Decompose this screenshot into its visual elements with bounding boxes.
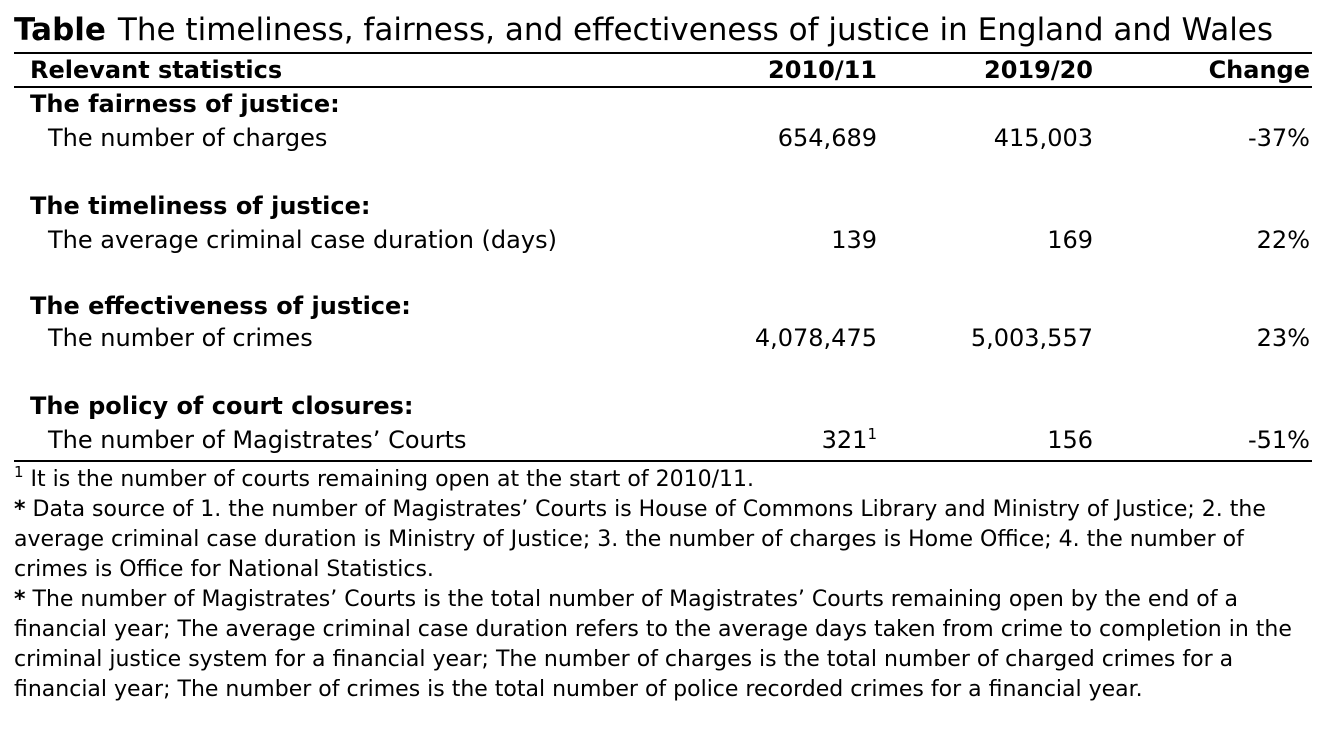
value-2010-11: 654,689 [777,124,877,152]
footnote-1-marker: 1 [14,463,24,481]
value-2019-20: 5,003,557 [970,324,1093,352]
group-heading-row: The timeliness of justice: [0,189,1338,223]
caption-lead: Table [14,12,106,48]
row-label: The average criminal case duration (days… [48,226,557,254]
table-row: The average criminal case duration (days… [0,223,1338,257]
definitions-note: * The number of Magistrates’ Courts is t… [14,585,1324,705]
header-relevant-statistics: Relevant statistics [30,56,283,84]
header-rule [14,86,1312,88]
note-asterisk: * [14,587,26,612]
value-change: 22% [1256,226,1310,254]
row-label: The number of charges [48,124,328,152]
value-change: 23% [1256,324,1310,352]
table-row: The number of charges 654,689 415,003 -3… [0,121,1338,155]
note-asterisk: * [14,497,26,522]
bottom-rule [14,460,1312,462]
group-heading: The effectiveness of justice: [30,292,411,320]
value-2019-20: 415,003 [993,124,1093,152]
footnote-1: 1 It is the number of courts remaining o… [14,465,1324,495]
row-label: The number of Magistrates’ Courts [48,426,467,454]
group-heading: The policy of court closures: [30,392,414,420]
group-heading-row: The fairness of justice: [0,87,1338,121]
group-heading-row: The policy of court closures: [0,389,1338,423]
table-row: The number of Magistrates’ Courts 3211 1… [0,423,1338,457]
footnote-marker: 1 [867,425,877,443]
value-change: -51% [1247,426,1310,454]
value-change: -37% [1247,124,1310,152]
header-change: Change [1208,56,1310,84]
definitions-text: The number of Magistrates’ Courts is the… [14,587,1292,702]
value-2010-11: 139 [831,226,877,254]
value-2010-11: 4,078,475 [754,324,877,352]
group-heading: The timeliness of justice: [30,192,371,220]
data-source-text: Data source of 1. the number of Magistra… [14,497,1266,582]
table-row: The number of crimes 4,078,475 5,003,557… [0,321,1338,355]
top-rule [14,52,1312,54]
footnote-1-text: It is the number of courts remaining ope… [30,467,754,492]
group-heading-row: The effectiveness of justice: [0,289,1338,323]
header-row: Relevant statistics 2010/11 2019/20 Chan… [0,53,1338,87]
value-text: 321 [821,426,868,454]
group-heading: The fairness of justice: [30,90,340,118]
table-caption: Table The timeliness, fairness, and effec… [14,10,1314,50]
caption-title: The timeliness, fairness, and effectiven… [117,12,1274,48]
data-source-note: * Data source of 1. the number of Magist… [14,495,1324,585]
header-2010-11: 2010/11 [768,56,877,84]
value-2019-20: 156 [1047,426,1093,454]
value-2010-11: 3211 [822,423,877,457]
row-label: The number of crimes [48,324,313,352]
header-2019-20: 2019/20 [984,56,1093,84]
table-notes: 1 It is the number of courts remaining o… [14,465,1324,705]
value-2019-20: 169 [1047,226,1093,254]
